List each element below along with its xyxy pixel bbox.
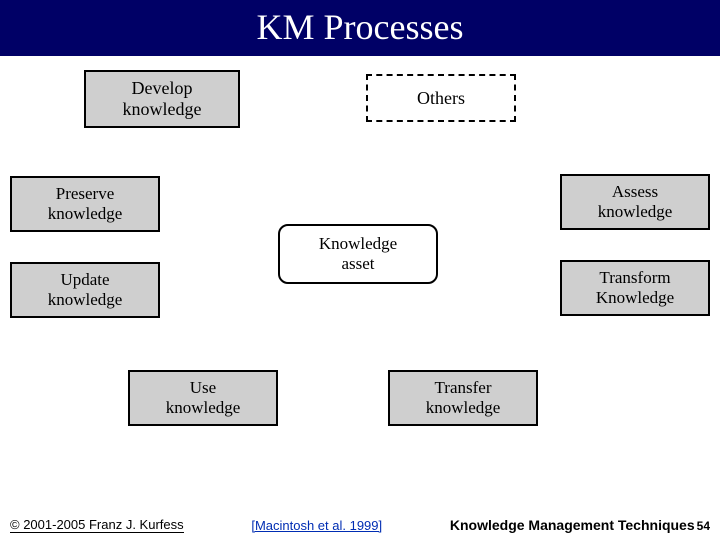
node-develop: Developknowledge bbox=[84, 70, 240, 128]
node-center-label: Knowledgeasset bbox=[319, 234, 397, 273]
node-transform-label: TransformKnowledge bbox=[596, 268, 674, 307]
node-preserve: Preserveknowledge bbox=[10, 176, 160, 232]
node-use: Useknowledge bbox=[128, 370, 278, 426]
slide-title: KM Processes bbox=[257, 6, 464, 48]
node-use-label: Useknowledge bbox=[166, 378, 241, 417]
node-others: Others bbox=[366, 74, 516, 122]
citation-link[interactable]: [Macintosh et al. 1999] bbox=[251, 518, 382, 533]
footer-right-label: Knowledge Management Techniques bbox=[450, 517, 695, 533]
node-center: Knowledgeasset bbox=[278, 224, 438, 284]
node-assess-label: Assessknowledge bbox=[598, 182, 673, 221]
node-transfer: Transferknowledge bbox=[388, 370, 538, 426]
node-transform: TransformKnowledge bbox=[560, 260, 710, 316]
footer: © 2001-2005 Franz J. Kurfess [Macintosh … bbox=[0, 510, 720, 540]
node-transfer-label: Transferknowledge bbox=[426, 378, 501, 417]
page-number: 54 bbox=[697, 519, 710, 533]
node-develop-label: Developknowledge bbox=[123, 78, 202, 119]
node-preserve-label: Preserveknowledge bbox=[48, 184, 123, 223]
node-update-label: Updateknowledge bbox=[48, 270, 123, 309]
slide: KM Processes Developknowledge Others Prese… bbox=[0, 0, 720, 540]
title-bar: KM Processes bbox=[0, 0, 720, 56]
node-update: Updateknowledge bbox=[10, 262, 160, 318]
copyright-text: © 2001-2005 Franz J. Kurfess bbox=[10, 517, 184, 533]
node-assess: Assessknowledge bbox=[560, 174, 710, 230]
node-others-label: Others bbox=[417, 88, 465, 109]
footer-right: Knowledge Management Techniques54 bbox=[450, 517, 710, 533]
km-processes-diagram: Developknowledge Others Preserveknowledge A… bbox=[0, 56, 720, 496]
